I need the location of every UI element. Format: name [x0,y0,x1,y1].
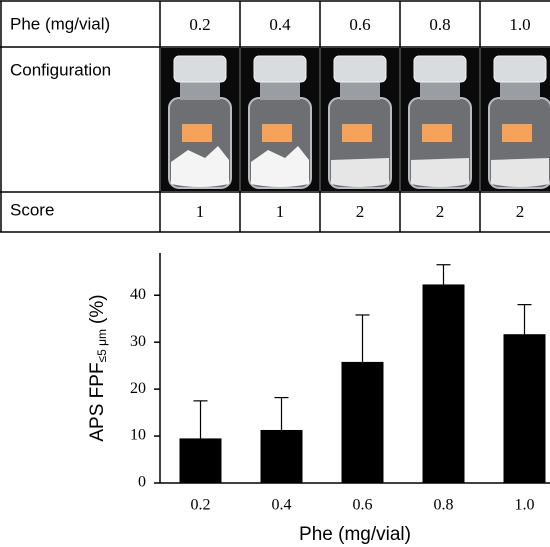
table-cell: 2 [356,202,365,221]
x-tick-label: 0.8 [434,497,454,514]
vial-photo [241,48,319,191]
vial-neck [420,80,460,100]
vial-photo [161,48,239,191]
vial-label [502,124,532,142]
vial-label [342,124,372,142]
vial-photo [401,48,479,191]
vial-cap [333,55,387,83]
vial-neck [500,80,540,100]
vial-photo [481,48,550,191]
vial-cap [173,55,227,83]
y-axis-label: APS FPF≤5 μm (%) [87,294,109,441]
vial-label [182,124,212,142]
bar [179,438,222,483]
table-cell: 2 [436,202,445,221]
bar [260,429,303,483]
table-header-cell: 0.2 [189,15,210,34]
y-tick-label: 40 [130,286,146,303]
vial-powder [171,146,229,187]
error-bar [274,396,289,430]
y-axis-label-subscript: ≤5 μm [95,329,109,363]
table-cell: 1 [276,202,285,221]
error-bar [436,264,451,285]
table: Phe (mg/vial) Configuration Score 0.2 0.4… [0,0,550,233]
y-tick-label: 30 [130,333,146,350]
y-tick-label: 0 [138,474,146,491]
table-header-cell: 0.4 [269,15,291,34]
error-bar [517,304,532,335]
y-tick-label: 20 [130,380,146,397]
y-axis-label-unit: (%) [87,294,108,324]
table-header-cell: Phe (mg/vial) [10,14,110,33]
x-tick-label: 0.4 [272,497,292,514]
vial-powder [491,158,549,187]
bar [341,361,384,483]
error-bar [193,400,208,439]
vial-cap [253,55,307,83]
vial-label [422,124,452,142]
table-header-cell: 0.8 [429,15,450,34]
bar [503,334,546,483]
chart: Phe (mg/vial) APS FPF≤5 μm (%) 0 10 20 30 40 0… [87,253,550,545]
table-header-cell: 0.6 [349,15,370,34]
vial-powder [251,146,309,187]
vial-neck [340,80,380,100]
x-tick-label: 0.6 [353,497,373,514]
x-tick-label: 1.0 [515,497,535,514]
bar [422,284,465,483]
y-tick-label: 10 [130,427,146,444]
y-axis-label-main: APS FPF [87,362,108,441]
table-cell: 2 [516,202,525,221]
vial-label [262,124,292,142]
vial-photo [321,48,399,191]
vial-cap [413,55,467,83]
table-row-label: Configuration [10,60,111,79]
error-bar [355,314,370,362]
vial-neck [260,80,300,100]
table-row-label: Score [10,200,54,219]
x-tick-label: 0.2 [191,497,211,514]
vial-neck [180,80,220,100]
table-header-cell: 1.0 [509,15,530,34]
vial-cap [493,55,547,83]
x-axis-label: Phe (mg/vial) [299,524,411,545]
table-cell: 1 [196,202,205,221]
vial-powder [411,158,469,187]
vial-powder [331,158,389,187]
